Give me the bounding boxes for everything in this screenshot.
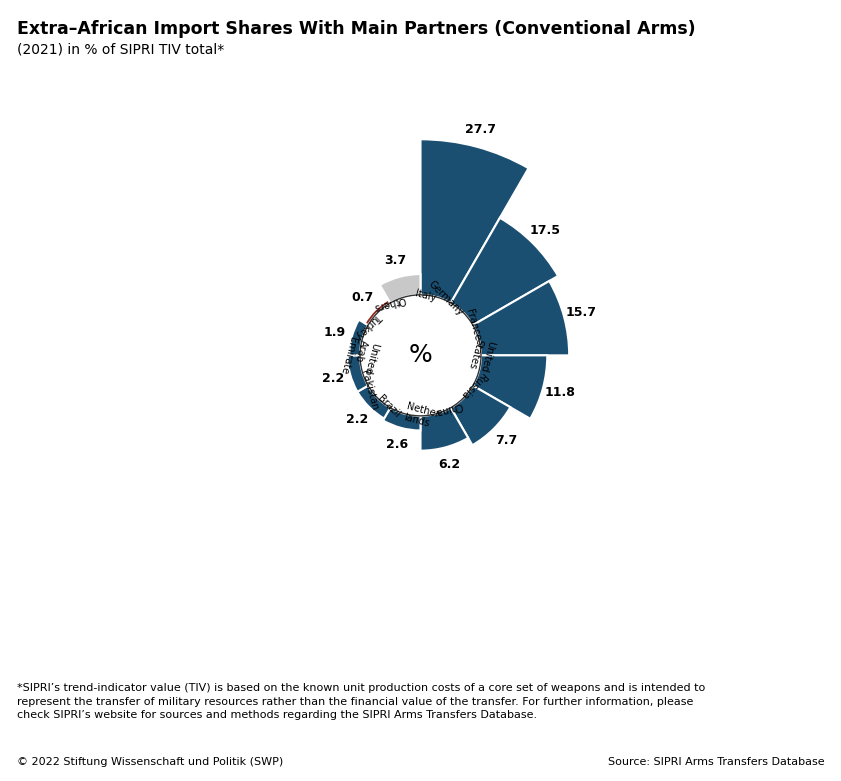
Wedge shape [347,355,368,392]
Text: Extra–African Import Shares With Main Partners (Conventional Arms): Extra–African Import Shares With Main Pa… [17,20,696,37]
Wedge shape [451,218,558,325]
Text: Italy: Italy [414,289,436,304]
Circle shape [360,295,481,415]
Wedge shape [420,408,468,451]
Text: %: % [409,344,432,367]
Text: *SIPRI’s trend-indicator value (TIV) is based on the known unit production costs: *SIPRI’s trend-indicator value (TIV) is … [17,683,705,720]
Wedge shape [451,386,510,445]
Wedge shape [349,319,368,355]
Text: 15.7: 15.7 [565,306,596,319]
Text: 0.7: 0.7 [352,291,374,304]
Text: Source: SIPRI Arms Transfers Database: Source: SIPRI Arms Transfers Database [607,757,824,767]
Text: Russia: Russia [458,371,488,400]
Text: Pakistan: Pakistan [359,369,379,412]
Text: Brazil: Brazil [376,393,402,419]
Wedge shape [365,300,390,325]
Wedge shape [473,281,569,355]
Text: 2.2: 2.2 [322,373,345,385]
Text: © 2022 Stiftung Wissenschaft und Politik (SWP): © 2022 Stiftung Wissenschaft und Politik… [17,757,283,767]
Wedge shape [383,408,420,430]
Wedge shape [380,274,420,303]
Text: United
States: United States [467,337,495,373]
Text: Nether-
lands: Nether- lands [403,401,443,432]
Text: China: China [434,400,464,416]
Text: 1.9: 1.9 [324,326,346,339]
Text: France: France [463,308,482,341]
Wedge shape [357,386,390,419]
Text: 2.6: 2.6 [385,438,408,451]
Text: 11.8: 11.8 [544,386,575,399]
Text: 2.2: 2.2 [346,412,368,426]
Text: 3.7: 3.7 [384,254,406,266]
Text: 27.7: 27.7 [465,123,496,137]
Text: 7.7: 7.7 [495,434,517,448]
Text: Germany: Germany [426,279,465,318]
Wedge shape [420,139,528,303]
Text: 17.5: 17.5 [530,224,560,237]
Text: United
Arab
Emirate: United Arab Emirate [338,336,380,381]
Text: Turkey: Turkey [353,311,383,340]
Text: Others: Others [373,294,407,312]
Text: (2021) in % of SIPRI TIV total*: (2021) in % of SIPRI TIV total* [17,43,224,57]
Text: 6.2: 6.2 [439,458,461,471]
Wedge shape [473,355,547,419]
